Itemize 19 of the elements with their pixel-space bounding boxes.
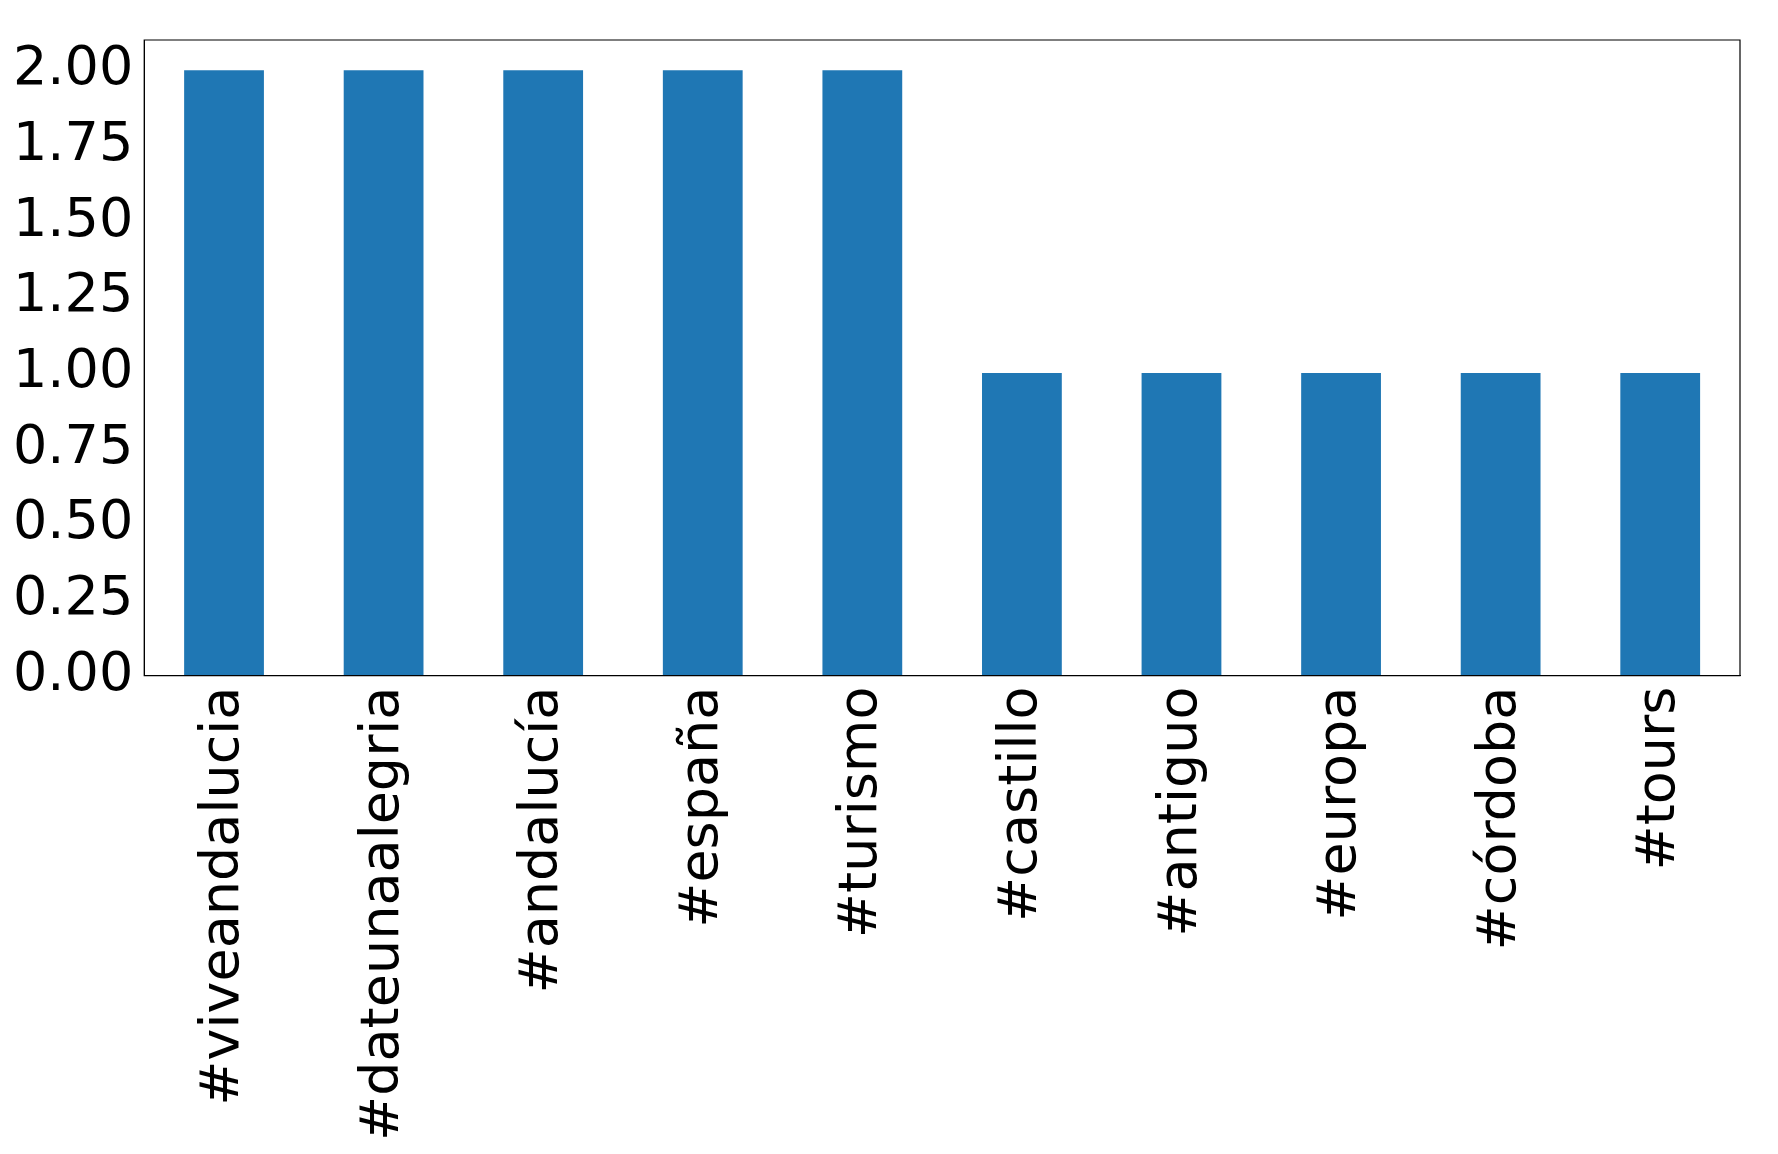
x-tick-label: #córdoba (1464, 686, 1528, 951)
x-tick-label: #españa (666, 686, 730, 928)
y-tick-label: 1.25 (13, 261, 134, 325)
x-tick-label: #tours (1624, 686, 1688, 871)
y-tick-label: 0.75 (13, 412, 134, 476)
y-tick-label: 0.25 (13, 563, 134, 627)
y-tick-label: 1.00 (13, 336, 134, 400)
y-tick-label: 1.75 (13, 109, 134, 173)
x-tick-label: #turismo (826, 686, 890, 939)
x-tick-label: #viveandalucia (188, 686, 252, 1106)
y-tick-label: 0.00 (13, 639, 134, 703)
y-tick-label: 2.00 (13, 34, 134, 98)
x-tick-label: #dateunaalegria (347, 686, 411, 1142)
x-tick-label: #europa (1305, 686, 1369, 921)
x-tick-label: #andalucía (507, 686, 571, 994)
x-tick-label: #antiguo (1145, 686, 1209, 937)
y-tick-label: 1.50 (13, 185, 134, 249)
y-tick-label: 0.50 (13, 488, 134, 552)
x-tick-label: #castillo (985, 686, 1049, 922)
